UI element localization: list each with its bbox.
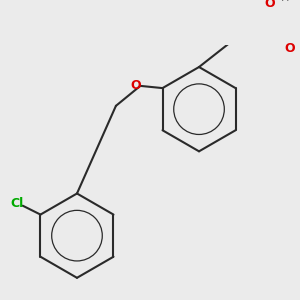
Text: H: H [281,0,290,3]
Text: O: O [130,80,141,92]
Text: Cl: Cl [11,197,24,210]
Text: O: O [265,0,275,10]
Text: O: O [285,42,295,55]
